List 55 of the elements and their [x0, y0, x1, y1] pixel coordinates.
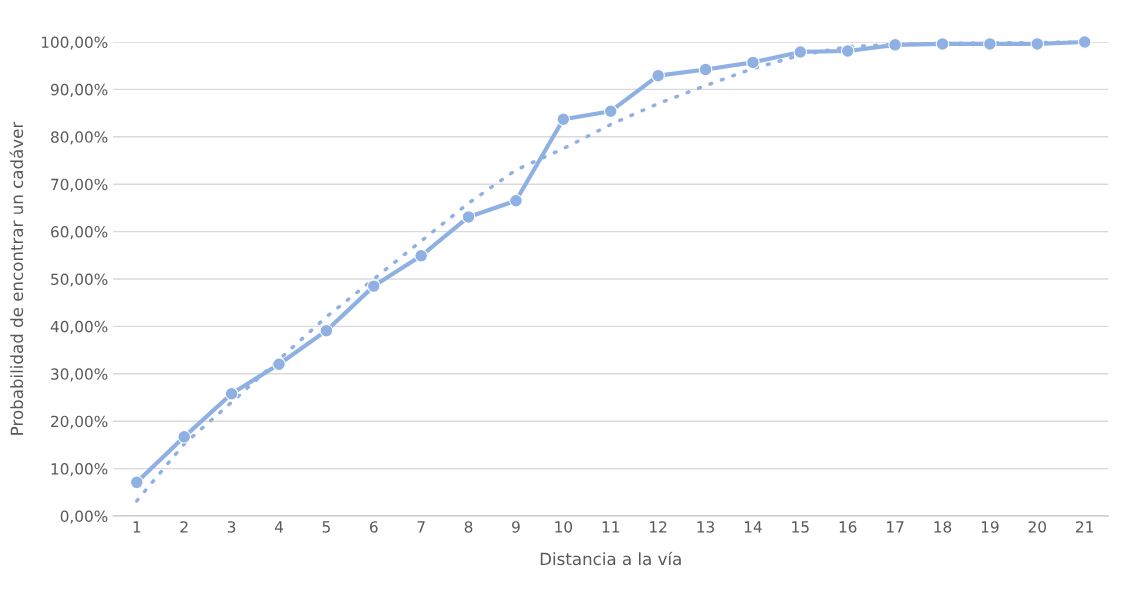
y-tick-label: 60,00% [51, 226, 108, 240]
x-tick-label: 9 [512, 521, 520, 533]
point [1077, 35, 1092, 49]
point [414, 249, 428, 263]
point [319, 323, 334, 338]
x-tick-label: 11 [602, 521, 620, 533]
point [1030, 37, 1045, 51]
y-tick-label: 80,00% [51, 131, 108, 145]
point [746, 55, 760, 70]
x-tick-label: 5 [322, 521, 330, 533]
point [888, 38, 902, 52]
x-tick-label: 8 [464, 521, 473, 533]
y-tick-label: 50,00% [51, 273, 108, 287]
x-tick-label: 13 [697, 521, 715, 533]
point [224, 386, 239, 401]
x-tick-label: 4 [274, 521, 283, 533]
point [698, 62, 713, 77]
point [603, 104, 618, 118]
x-tick-label: 16 [839, 521, 857, 533]
x-tick-label: 1 [133, 521, 141, 533]
x-tick-label: 7 [417, 521, 425, 533]
x-axis-title: Distancia a la vía [540, 551, 681, 566]
x-tick-label: 15 [792, 521, 809, 533]
y-tick-label: 30,00% [51, 368, 108, 382]
point [461, 210, 476, 224]
point [935, 37, 950, 51]
y-tick-label: 0,00% [60, 510, 108, 524]
x-tick-label: 2 [180, 521, 188, 533]
point [272, 357, 286, 372]
x-tick-label: 18 [934, 521, 952, 533]
x-tick-label: 3 [227, 521, 236, 533]
point [509, 194, 523, 208]
y-tick-label: 10,00% [51, 463, 108, 477]
y-tick-label: 90,00% [50, 83, 108, 97]
x-tick-label: 10 [555, 521, 573, 533]
point [793, 45, 808, 59]
x-tick-label: 14 [744, 521, 762, 533]
y-tick-label: 70,00% [51, 178, 108, 192]
y-tick-label: 40,00% [50, 320, 108, 334]
y-tick-label: 100,00% [41, 36, 108, 50]
point [651, 68, 665, 83]
x-tick-label: 6 [369, 521, 378, 533]
y-tick-label: 20,00% [51, 415, 108, 429]
point [556, 112, 571, 127]
point [983, 37, 997, 51]
point [840, 44, 855, 58]
x-tick-label: 12 [650, 521, 667, 533]
x-tick-label: 20 [1028, 521, 1046, 533]
x-tick-label: 19 [981, 521, 999, 533]
x-tick-label: 21 [1076, 521, 1093, 533]
point [367, 279, 381, 293]
point [130, 475, 144, 490]
y-axis-title: Probabilidad de encontrar un cadáver [9, 121, 24, 435]
point [177, 430, 191, 444]
x-tick-label: 17 [887, 521, 904, 533]
